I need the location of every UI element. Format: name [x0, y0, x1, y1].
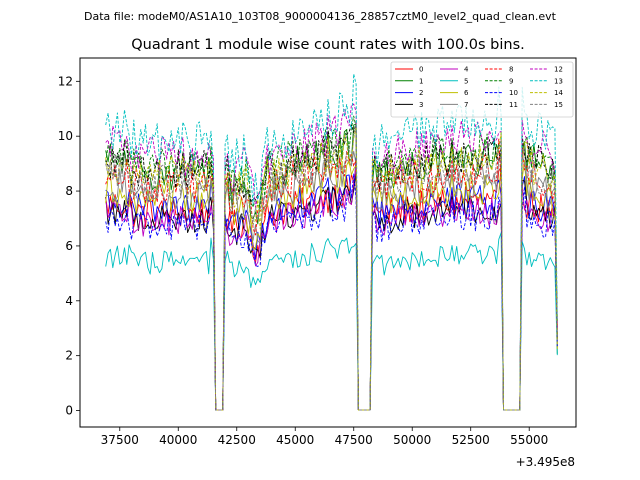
y-tick-label: 6 — [65, 239, 73, 253]
legend-label: 9 — [509, 77, 513, 85]
legend-label: 15 — [554, 101, 563, 109]
series-line-10 — [105, 173, 558, 411]
series-layer — [105, 73, 558, 411]
legend-label: 11 — [509, 101, 518, 109]
y-tick-label: 4 — [65, 294, 73, 308]
y-tick-label: 12 — [58, 74, 73, 88]
legend-label: 6 — [464, 89, 469, 97]
legend-label: 13 — [554, 77, 563, 85]
x-tick-label: 40000 — [159, 433, 197, 447]
series-line-14 — [105, 125, 558, 411]
legend-label: 12 — [554, 66, 563, 74]
legend-label: 4 — [464, 66, 469, 74]
legend-label: 1 — [419, 77, 423, 85]
legend-label: 3 — [419, 101, 423, 109]
x-tick-label: 42500 — [218, 433, 256, 447]
axes-layer: 37500 40000 42500 45000 47500 50000 52500 55000… — [58, 74, 549, 447]
x-tick-label: 47500 — [335, 433, 373, 447]
y-tick-label: 0 — [65, 404, 73, 418]
x-tick-label: 45000 — [276, 433, 314, 447]
plot-frame — [79, 57, 577, 428]
chart-title: Quadrant 1 module wise count rates with … — [131, 37, 525, 53]
legend-label: 10 — [509, 89, 518, 97]
x-tick-label: 52500 — [452, 433, 490, 447]
y-tick-label: 2 — [65, 349, 73, 363]
figure-suptitle: Data file: modeM0/AS1A10_103T08_90000041… — [84, 10, 557, 23]
series-line-11 — [105, 122, 558, 411]
legend-label: 7 — [464, 101, 468, 109]
y-tick-label: 10 — [58, 129, 73, 143]
x-offset-label: +3.495e8 — [516, 455, 575, 469]
x-tick-label: 55000 — [510, 433, 548, 447]
series-line-5 — [105, 232, 558, 411]
x-tick-label: 50000 — [393, 433, 431, 447]
series-line-15 — [105, 123, 558, 411]
legend-frame — [390, 61, 574, 118]
series-line-13 — [105, 73, 558, 411]
series-line-4 — [105, 163, 558, 411]
legend-label: 5 — [464, 77, 468, 85]
series-line-2 — [105, 157, 558, 411]
y-tick-label: 8 — [65, 184, 73, 198]
legend-label: 2 — [419, 89, 423, 97]
legend-label: 0 — [419, 66, 423, 74]
x-tick-label: 37500 — [101, 433, 139, 447]
legend-label: 14 — [554, 89, 563, 97]
legend-label: 8 — [509, 66, 513, 74]
